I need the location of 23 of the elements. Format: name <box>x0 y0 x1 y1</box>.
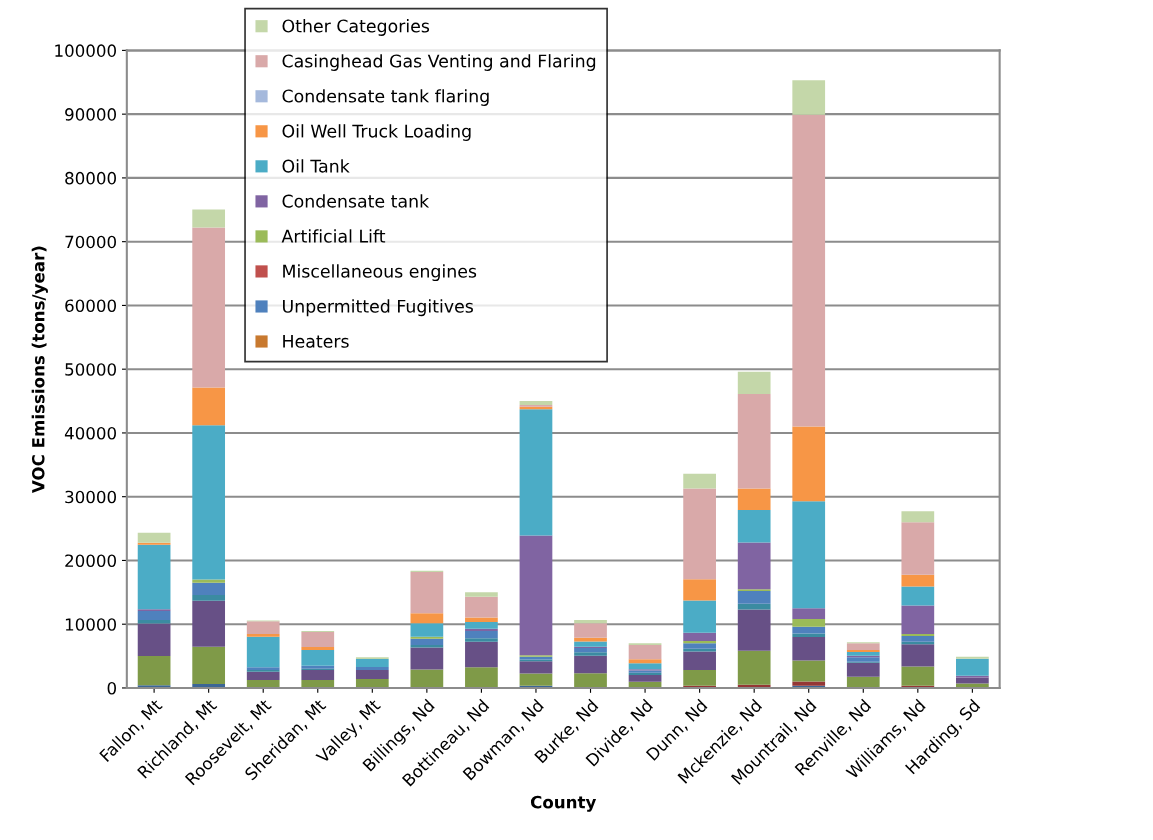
legend-label: Artificial Lift <box>281 229 386 243</box>
legend-label: Condensate tank <box>282 194 430 208</box>
y-tick-label: 70000 <box>65 235 116 249</box>
y-axis-title: VOC Emissions (tons/year) <box>31 246 48 494</box>
legend-label: Oil Well Truck Loading <box>282 124 471 141</box>
legend-label: Heaters <box>283 334 349 348</box>
legend-label: Oil Tank <box>282 159 350 173</box>
legend-label: Casinghead Gas Venting and Flaring <box>282 54 596 71</box>
legend-label: Unpermitted Fugitives <box>283 299 473 317</box>
y-tick-label: 40000 <box>64 426 116 440</box>
y-tick-label: 10000 <box>65 618 116 631</box>
y-tick-label: 30000 <box>65 490 116 504</box>
y-tick-label: 20000 <box>65 554 116 568</box>
y-tick-label: 80000 <box>65 171 116 185</box>
y-tick-label: 0 <box>107 681 116 695</box>
y-tick-label: 60000 <box>65 299 116 312</box>
legend-label: Other Categories <box>282 19 430 36</box>
y-tick-label: 90000 <box>65 108 116 121</box>
legend-label: Miscellaneous engines <box>283 264 477 282</box>
x-axis-title: County <box>530 795 597 812</box>
y-tick-label: 50000 <box>65 363 116 376</box>
y-tick-label: 100000 <box>55 44 116 57</box>
legend-label: Condensate tank flaring <box>282 89 489 106</box>
